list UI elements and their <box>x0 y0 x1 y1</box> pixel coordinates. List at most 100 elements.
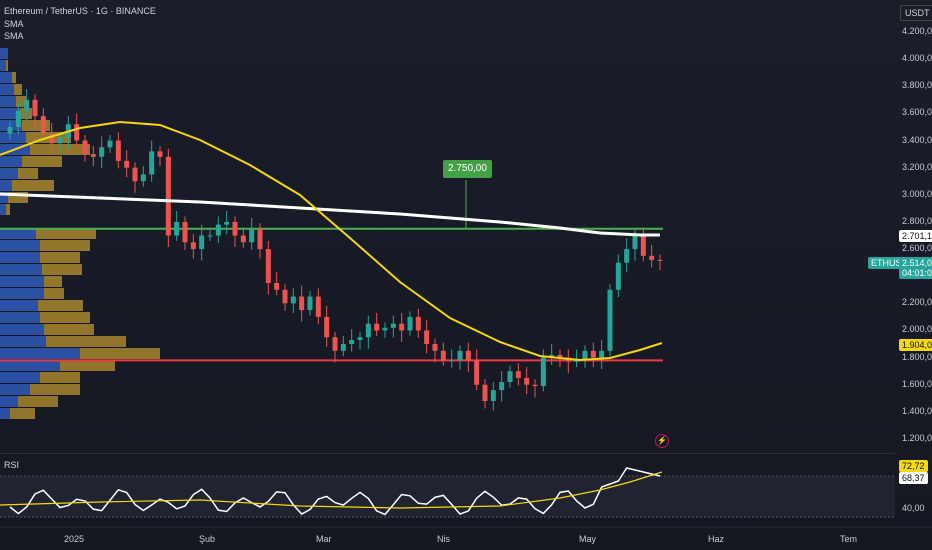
candle-body <box>24 99 30 111</box>
volume-profile-down <box>18 396 58 407</box>
candle-body <box>574 360 580 362</box>
volume-profile-down <box>12 72 16 83</box>
candle-body <box>657 259 663 261</box>
volume-profile-up <box>0 168 18 179</box>
volume-profile-up <box>0 252 40 263</box>
candle-body <box>265 249 271 283</box>
volume-profile-up <box>0 96 16 107</box>
candle-body <box>165 156 171 236</box>
candle-body <box>190 242 196 250</box>
volume-profile-up <box>0 192 8 203</box>
candle-body <box>332 337 338 351</box>
time-axis-label: Şub <box>199 534 216 544</box>
candle-body <box>449 360 455 362</box>
candle-body <box>215 224 221 236</box>
candle-body <box>532 384 538 387</box>
volume-profile-down <box>60 360 115 371</box>
price-axis-label: 2.800,00 <box>902 215 932 226</box>
volume-profile-up <box>0 300 38 311</box>
rsi-value-tag: 72,72 <box>899 460 928 472</box>
candle-body <box>382 327 388 331</box>
sma-short-line <box>0 120 663 362</box>
price-axis-label: 3.600,00 <box>902 107 932 118</box>
candle-body <box>90 154 96 157</box>
price-axis-label: 3.400,00 <box>902 134 932 145</box>
pane-divider <box>0 453 895 454</box>
rsi-line <box>9 467 661 516</box>
candle-body <box>632 235 638 250</box>
candle-body <box>99 147 105 157</box>
candle-body <box>507 371 513 383</box>
candle-body <box>440 350 446 361</box>
time-axis-label: Mar <box>316 534 332 544</box>
candle-body <box>590 350 596 358</box>
candle-body <box>557 354 563 358</box>
price-axis-label: 2.200,00 <box>902 297 932 308</box>
candle-body <box>490 390 496 402</box>
candle-body <box>624 249 630 263</box>
candle-body <box>299 296 305 311</box>
candle-body <box>582 350 588 361</box>
rsi-ma-tag: 68,37 <box>899 472 928 484</box>
sma-indicator-2[interactable]: SMA <box>4 31 24 41</box>
rsi-label[interactable]: RSI <box>4 460 20 470</box>
sma-long-line <box>0 192 660 237</box>
volume-profile-up <box>0 264 42 275</box>
volume-profile-down <box>6 204 10 215</box>
candle-body <box>474 360 480 385</box>
volume-profile-down <box>40 240 90 251</box>
candle-body <box>74 124 80 141</box>
candle-body <box>390 323 396 328</box>
candle-body <box>407 316 413 331</box>
candle-body <box>374 323 380 331</box>
candle-body <box>157 151 163 157</box>
price-axis-label: 4.000,00 <box>902 53 932 64</box>
candle-body <box>649 255 655 260</box>
volume-profile-down <box>40 252 80 263</box>
volume-profile-up <box>0 60 6 71</box>
candle-body <box>282 289 288 304</box>
candle-body <box>82 140 88 155</box>
volume-profile-up <box>0 240 40 251</box>
volume-profile-up <box>0 228 36 239</box>
candle-body <box>49 133 55 144</box>
volume-profile-down <box>10 408 35 419</box>
candle-body <box>315 296 321 317</box>
candle-body <box>424 330 430 345</box>
volume-profile-up <box>0 384 30 395</box>
candle-body <box>540 357 546 387</box>
symbol-title[interactable]: Ethereum / TetherUS · 1G · BINANCE <box>4 6 156 16</box>
candle-body <box>432 344 438 351</box>
candle-body <box>324 316 330 338</box>
time-axis-label: 2025 <box>64 534 85 544</box>
candle-body <box>465 350 471 361</box>
volume-profile-up <box>0 288 44 299</box>
candle-body <box>257 228 263 250</box>
price-axis-label: 1.200,00 <box>902 433 932 443</box>
candle-body <box>249 228 255 243</box>
volume-profile-up <box>0 408 10 419</box>
callout-2750: 2.750,00 <box>443 160 492 178</box>
candle-body <box>274 282 280 290</box>
flash-icon[interactable]: ⚡ <box>655 434 669 448</box>
candle-body <box>149 151 155 175</box>
volume-profile-up <box>0 276 44 287</box>
price-axis-label: 2.000,00 <box>902 324 932 335</box>
currency-button[interactable]: USDT <box>900 5 932 21</box>
candle-body <box>224 221 230 225</box>
candle-body <box>115 140 121 161</box>
candle-body <box>240 235 246 243</box>
volume-profile-down <box>80 348 160 359</box>
volume-profile-up <box>0 360 60 371</box>
volume-profile-down <box>44 324 94 335</box>
candle-body <box>32 99 38 117</box>
volume-profile-up <box>0 48 8 59</box>
price-axis-label: 4.200,00 <box>902 26 932 36</box>
price-axis-label: 3.000,00 <box>902 188 932 199</box>
candle-body <box>232 221 238 236</box>
volume-profile-down <box>40 312 90 323</box>
sma-indicator-1[interactable]: SMA <box>4 19 24 29</box>
volume-profile-down <box>14 84 22 95</box>
